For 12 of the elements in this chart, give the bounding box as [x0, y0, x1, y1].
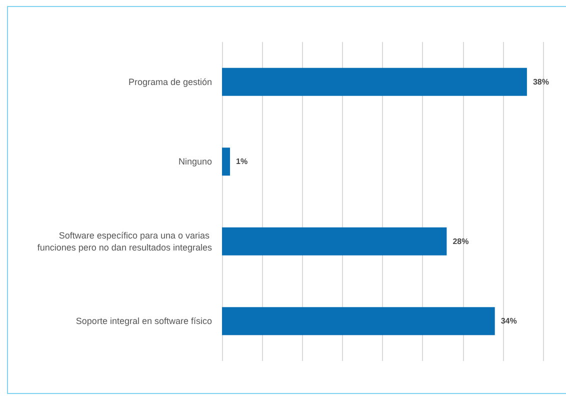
bar — [222, 227, 447, 256]
y-tick-label: Programa de gestión — [128, 76, 212, 87]
bar — [222, 307, 495, 336]
data-label: 34% — [500, 316, 517, 326]
bar — [222, 148, 230, 176]
data-label: 28% — [452, 236, 469, 246]
y-tick-label: Software específico para una o varias funciones pero no dan resultados integrales — [37, 230, 212, 252]
bar — [222, 68, 527, 96]
y-tick-label: Soporte integral en software físico — [76, 316, 212, 326]
data-label: 38% — [532, 77, 549, 86]
data-label: 1% — [236, 157, 248, 166]
y-tick-label: Ninguno — [178, 156, 212, 167]
